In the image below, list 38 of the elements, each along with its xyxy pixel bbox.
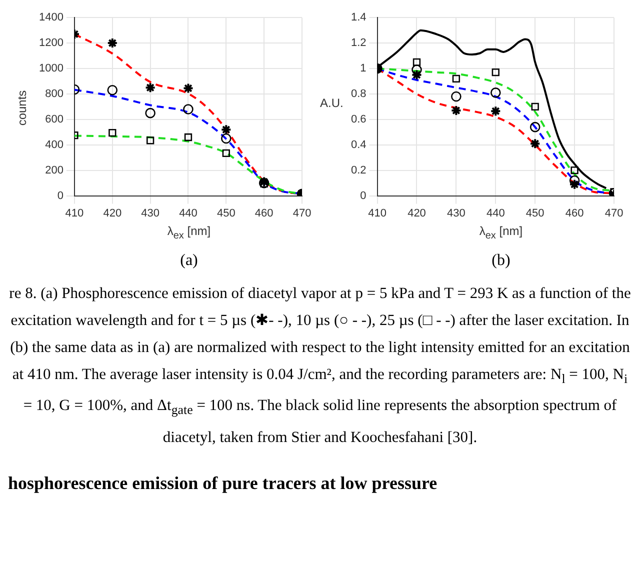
x-tick-label: 440: [179, 207, 198, 220]
x-axis-title: λ$_{ex}$ [nm]: [478, 223, 524, 244]
y-tick-label: 400: [45, 138, 64, 151]
y-tick-label: 800: [45, 88, 64, 100]
text: (b): [490, 252, 512, 270]
x-tick-label: 460: [565, 207, 584, 220]
x-tick-label: 410: [368, 207, 386, 220]
y-tick-label: 0.8: [350, 88, 366, 100]
y-tick-label: 1400: [38, 12, 64, 24]
x-tick-label: 440: [486, 207, 505, 220]
x-tick-label: 410: [65, 207, 84, 220]
x-tick-label: 430: [141, 207, 160, 220]
x-tick-label: 430: [447, 207, 466, 220]
y-tick-label: 0.4: [350, 138, 366, 151]
y-tick-label: 1.2: [350, 37, 366, 50]
x-tick-label: 450: [526, 207, 544, 220]
text: hosphorescence emission of pure tracers at low pressure: [8, 472, 438, 494]
y-tick-label: 1: [360, 62, 366, 75]
y-tick-label: 1200: [38, 37, 64, 50]
y-tick-label: 1.4: [350, 12, 366, 24]
y-tick-label: 1000: [38, 62, 64, 75]
y-tick-label: 0: [57, 190, 64, 202]
y-tick-label: 0.2: [350, 164, 366, 176]
x-tick-label: 470: [292, 207, 312, 220]
y-tick-label: 600: [45, 113, 64, 126]
x-axis-title: λ$_{ex}$ [nm]: [166, 223, 212, 244]
y-axis-title: A.U.: [320, 96, 344, 110]
x-tick-label: 460: [254, 207, 274, 220]
text: re 8. (a) Phosphorescence emission of diacetyl vapor at p = 5 kPa and T = 293 K as a function of the excitation wavelength and for t = 5 µs (✱- -), 10 µs (○ - -), 25 µs (□ - -) after the laser excitation. In (b) the same data as in (a) are normalized with respect to the light intensity emitted for an excitation at 410 nm. The average laser intensity is 0.04 J/cm², and the recording parameters are: N$_{l}$ = 100, N$_{i}$ = 10, G = 100%, and Δt$_{gate}$ = 100 ns. The black solid line represents the absorption spectrum of diacetyl, taken from Stier and Koochesfahani [30].: [9, 285, 631, 446]
text: (a): [179, 252, 199, 270]
x-tick-label: 450: [216, 207, 236, 220]
y-tick-label: 200: [45, 164, 64, 176]
y-tick-label: 0: [360, 190, 366, 202]
x-tick-label: 420: [103, 207, 122, 220]
y-tick-label: 0.6: [350, 113, 366, 126]
x-tick-label: 420: [408, 207, 426, 220]
y-axis-title: counts: [15, 90, 29, 126]
x-tick-label: 470: [604, 207, 624, 220]
